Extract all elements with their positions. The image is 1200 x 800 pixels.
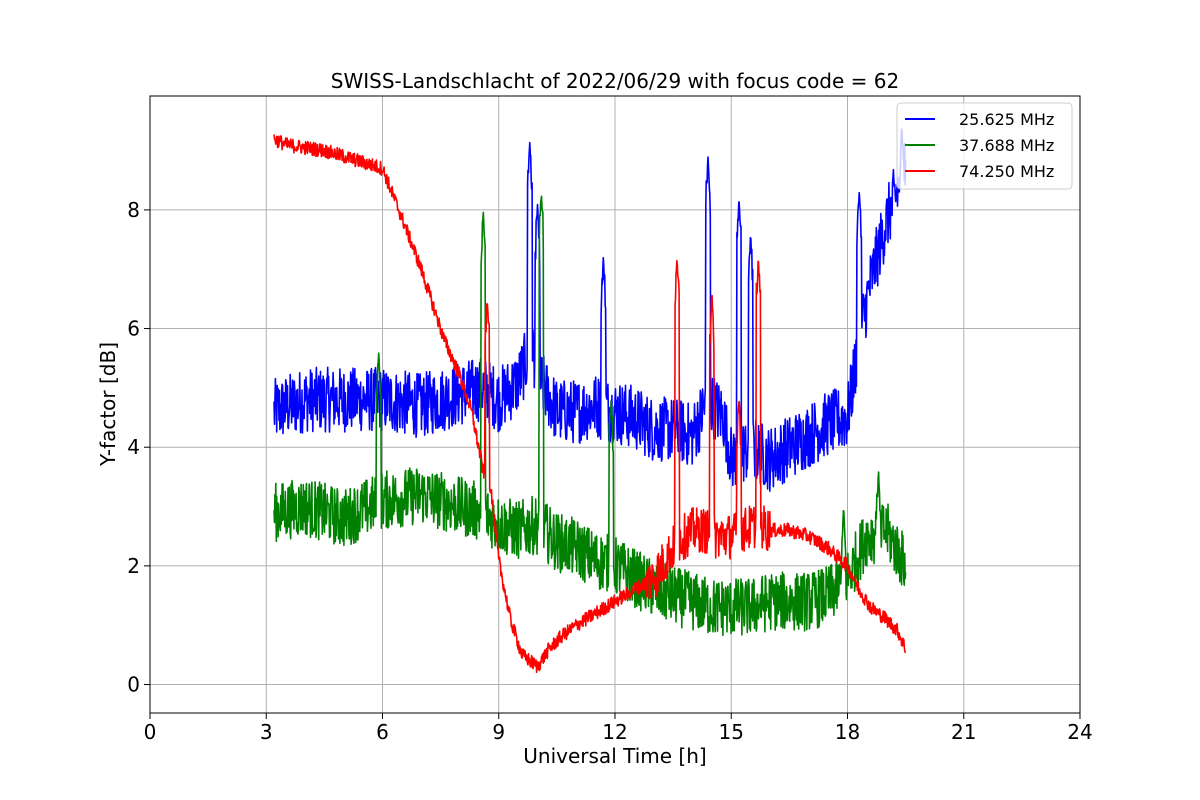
- y-tick-label: 0: [127, 673, 140, 697]
- x-tick-label: 18: [835, 720, 860, 744]
- x-tick-label: 3: [260, 720, 273, 744]
- legend-label: 25.625 MHz: [959, 110, 1054, 129]
- x-tick-label: 15: [719, 720, 744, 744]
- x-tick-label: 24: [1067, 720, 1092, 744]
- series-group: [273, 128, 907, 674]
- y-tick-label: 2: [127, 554, 140, 578]
- x-tick-label: 12: [602, 720, 627, 744]
- legend-label: 74.250 MHz: [959, 162, 1054, 181]
- series-line-2: [273, 195, 907, 636]
- legend: 25.625 MHz 37.688 MHz 74.250 MHz: [896, 102, 1073, 190]
- y-tick-label: 8: [127, 198, 140, 222]
- legend-box: [896, 102, 1073, 190]
- y-axis-label: Y-factor [dB]: [96, 342, 120, 467]
- x-tick-label: 0: [144, 720, 157, 744]
- series-line-3: [273, 134, 907, 674]
- y-tick-label: 6: [127, 317, 140, 341]
- y-tick-label: 4: [127, 435, 140, 459]
- series-line-1: [273, 128, 907, 492]
- x-tick-label: 9: [492, 720, 505, 744]
- x-tick-label: 6: [376, 720, 389, 744]
- x-tick-label: 21: [951, 720, 976, 744]
- legend-label: 37.688 MHz: [959, 136, 1054, 155]
- chart-title: SWISS-Landschlacht of 2022/06/29 with fo…: [331, 69, 899, 93]
- x-axis-label: Universal Time [h]: [523, 744, 706, 768]
